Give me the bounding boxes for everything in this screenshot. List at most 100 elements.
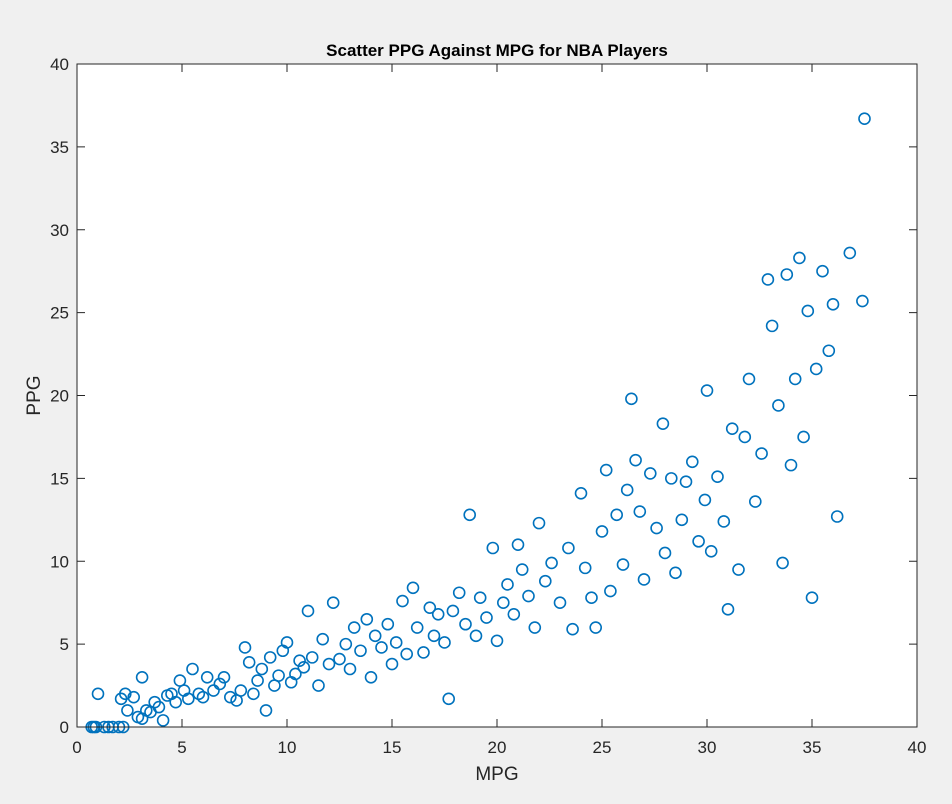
scatter-point	[610, 508, 624, 522]
scatter-point	[721, 603, 735, 616]
scatter-point	[589, 621, 603, 634]
scatter-point	[658, 546, 672, 560]
x-tick-label: 10	[278, 738, 297, 757]
scatter-point	[511, 538, 525, 551]
scatter-point	[360, 612, 374, 626]
scatter-point	[213, 677, 227, 691]
scatter-point	[755, 447, 768, 460]
scatter-point	[664, 472, 678, 485]
scatter-point	[698, 493, 712, 507]
scatter-point	[316, 632, 330, 646]
scatter-point	[732, 563, 745, 576]
y-tick-label: 40	[50, 55, 69, 74]
scatter-point	[669, 566, 682, 580]
scatter-point	[301, 604, 315, 618]
y-tick-label: 0	[60, 718, 69, 737]
y-tick-label: 20	[50, 387, 69, 406]
scatter-point	[805, 591, 819, 605]
scatter-point	[545, 556, 558, 570]
scatter-point	[490, 634, 504, 648]
scatter-point	[765, 319, 779, 333]
axes-box	[76, 63, 918, 728]
data-points	[85, 112, 871, 734]
scatter-point	[121, 704, 134, 717]
scatter-point	[578, 561, 592, 575]
scatter-point	[685, 455, 699, 469]
scatter-point	[247, 687, 260, 701]
scatter-point	[522, 589, 535, 603]
scatter-point	[364, 670, 378, 684]
scatter-point	[196, 690, 210, 704]
scatter-point	[717, 515, 731, 528]
scatter-point	[501, 578, 514, 591]
scatter-point	[679, 475, 693, 488]
scatter-point	[675, 513, 689, 527]
scatter-point	[354, 644, 367, 658]
scatter-point	[843, 246, 857, 260]
scatter-point	[486, 541, 500, 555]
scatter-point	[711, 470, 724, 484]
x-tick-label: 20	[488, 738, 507, 757]
scatter-point	[396, 594, 409, 608]
scatter-point	[637, 573, 651, 586]
scatter-point	[816, 264, 829, 278]
scatter-point	[692, 535, 705, 548]
axis-ticks: 0 5 10 15 20 25 30 35 40 0 5 10 15 20 25 30 35 40	[50, 55, 926, 757]
scatter-point	[643, 467, 657, 480]
scatter-point	[431, 607, 445, 621]
scatter-point	[186, 662, 199, 676]
scatter-point	[156, 714, 170, 727]
scatter-point	[255, 662, 269, 676]
scatter-point	[438, 636, 451, 649]
scatter-point	[793, 251, 806, 265]
scatter-point	[629, 453, 642, 467]
scatter-point	[553, 596, 567, 609]
scatter-point	[375, 641, 388, 654]
scatter-point	[784, 458, 798, 472]
scatter-point	[442, 692, 456, 706]
scatter-point	[463, 508, 477, 522]
plot-area	[77, 64, 917, 727]
x-tick-label: 30	[698, 738, 717, 757]
scatter-point	[469, 629, 483, 643]
scatter-point	[446, 604, 460, 618]
scatter-point	[496, 596, 510, 609]
scatter-point	[91, 687, 105, 701]
scatter-point	[259, 704, 273, 717]
scatter-point	[797, 430, 810, 444]
scatter-point	[856, 294, 869, 308]
scatter-point	[339, 637, 353, 651]
scatter-point	[776, 556, 789, 570]
scatter-point	[423, 601, 437, 614]
scatter-point	[263, 651, 277, 664]
scatter-point	[528, 621, 542, 634]
scatter-point	[410, 621, 424, 634]
scatter-point	[738, 430, 752, 444]
y-tick-label: 5	[60, 635, 69, 654]
scatter-point	[595, 525, 609, 538]
scatter-point	[326, 596, 340, 609]
scatter-point	[305, 651, 319, 664]
scatter-point	[566, 622, 579, 636]
scatter-point	[633, 505, 647, 518]
scatter-point	[780, 268, 794, 281]
scatter-point	[604, 584, 617, 598]
scatter-point	[748, 495, 762, 508]
scatter-point	[200, 670, 214, 684]
scatter-point	[385, 657, 399, 671]
x-tick-label: 15	[383, 738, 402, 757]
scatter-point	[538, 574, 552, 588]
scatter-point	[238, 641, 252, 654]
scatter-point	[585, 591, 598, 605]
scatter-point	[381, 617, 395, 631]
scatter-point	[427, 629, 441, 643]
scatter-point	[368, 629, 382, 643]
scatter-point	[700, 384, 714, 397]
y-tick-label: 10	[50, 552, 69, 571]
scatter-point	[280, 636, 294, 649]
scatter-point	[224, 690, 237, 704]
scatter-point	[620, 483, 634, 497]
scatter-point	[830, 510, 844, 523]
scatter-point	[312, 679, 325, 692]
x-axis-label: MPG	[475, 764, 518, 785]
